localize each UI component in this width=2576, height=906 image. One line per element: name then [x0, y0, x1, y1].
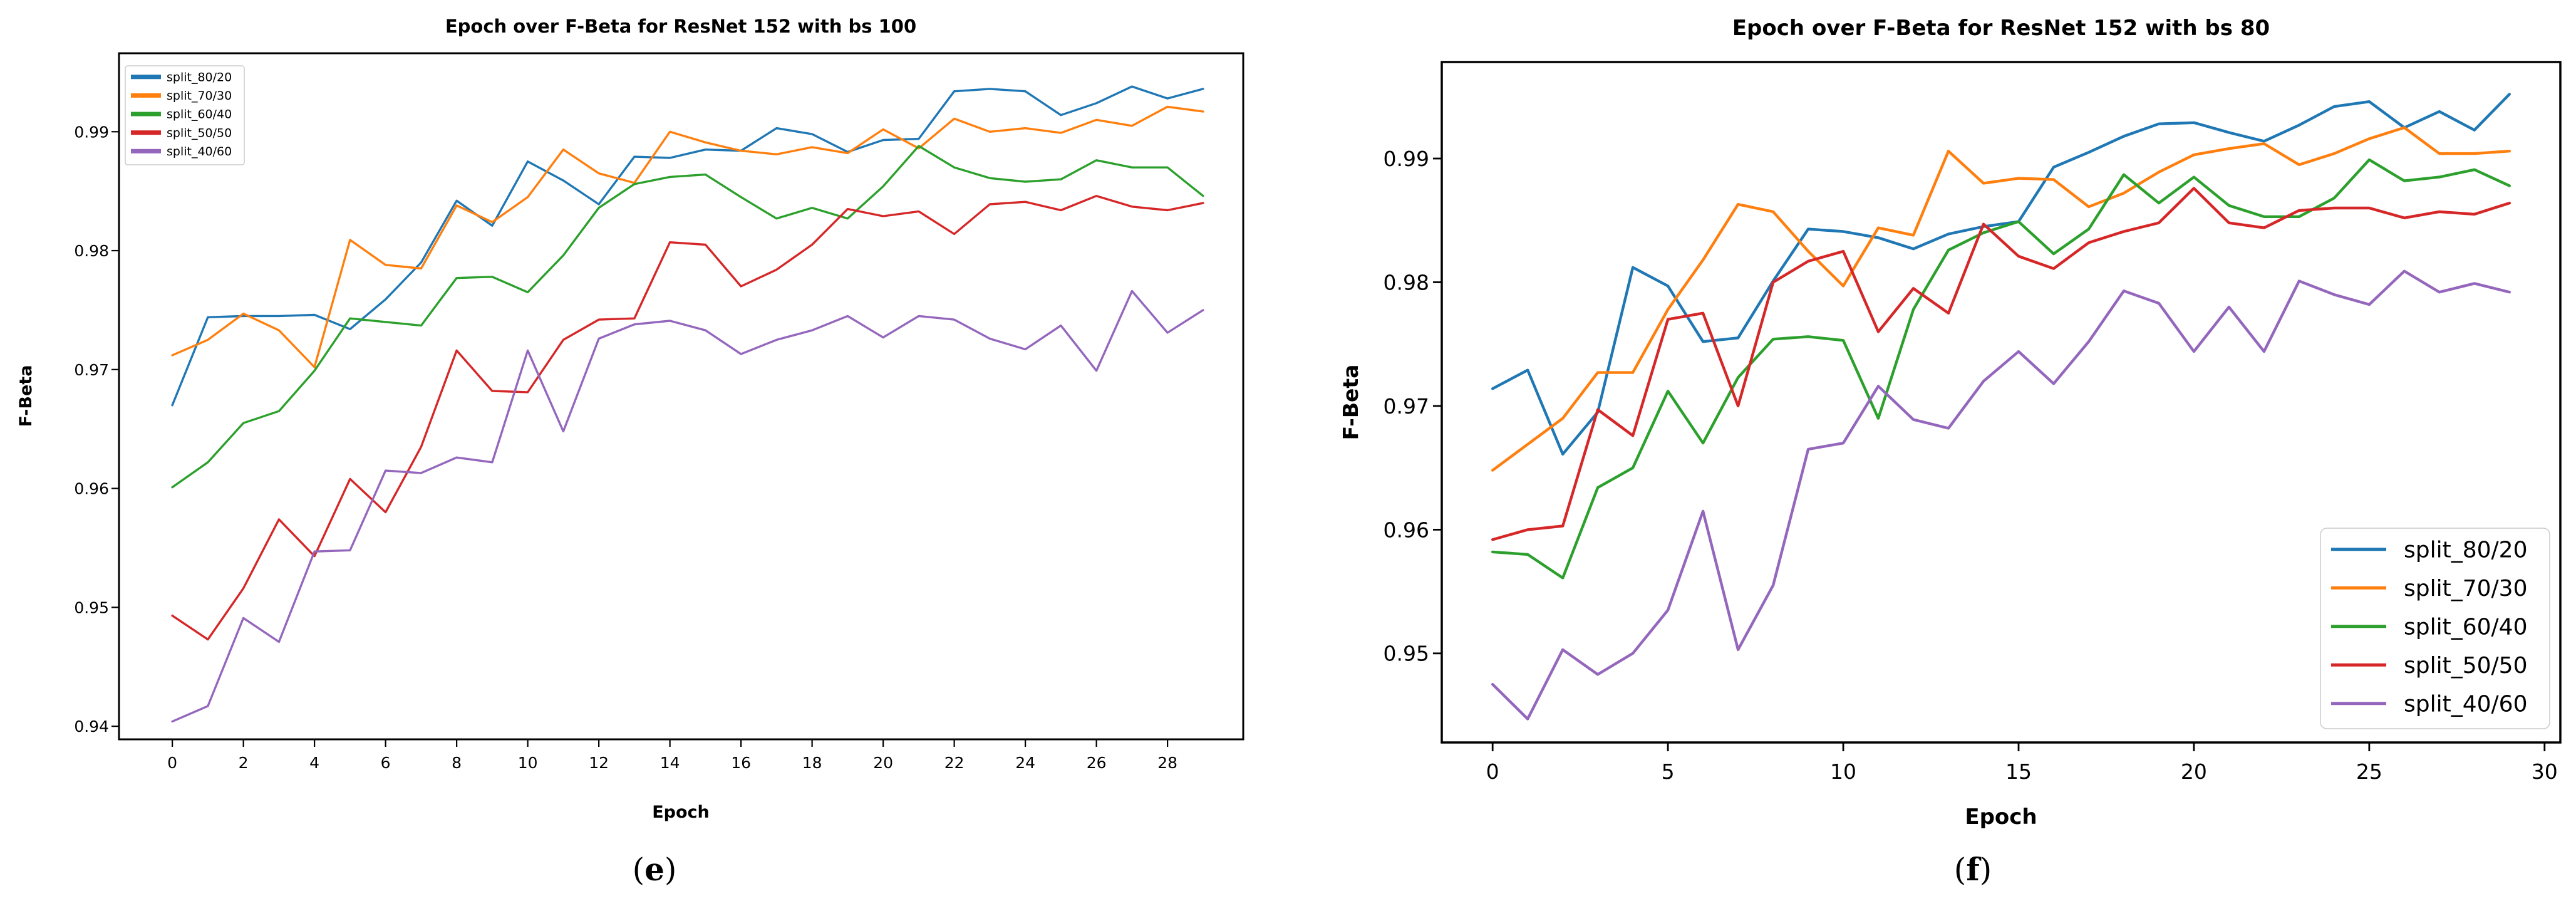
legend-label: split_40/60: [2404, 691, 2527, 717]
chart-f-xlabel: Epoch: [1965, 804, 2037, 830]
caption-f-paren-open: (: [1953, 851, 1967, 888]
y-tick-label: 0.99: [1384, 147, 1429, 171]
caption-e-paren-close: ): [664, 851, 677, 888]
x-tick-label: 20: [873, 754, 893, 772]
series-line-split-80-20: [1491, 93, 2511, 456]
caption-e-paren-open: (: [632, 851, 645, 888]
chart-f-ylabel: F-Beta: [1338, 365, 1363, 440]
legend-box: [125, 65, 245, 165]
axes-frame: [1441, 61, 2562, 744]
series-line-split-50-50: [171, 195, 1204, 641]
x-tick-label: 6: [381, 754, 391, 772]
x-tick-label: 12: [589, 754, 609, 772]
chart-e-title: Epoch over F-Beta for ResNet 152 with bs…: [445, 16, 916, 37]
x-tick-label: 0: [1486, 759, 1499, 784]
series-line-split-40-60: [171, 289, 1204, 723]
chart-e-ylabel: F-Beta: [16, 365, 36, 427]
legend-label: split_60/40: [167, 108, 232, 122]
x-tick-label: 14: [660, 754, 680, 772]
x-tick-label: 18: [802, 754, 822, 772]
legend-box: [2320, 528, 2550, 729]
caption-e-letter: e: [644, 851, 665, 888]
series-line-split-60-40: [171, 145, 1204, 489]
x-tick-label: 26: [1087, 754, 1107, 772]
legend-label: split_70/30: [2404, 576, 2527, 601]
x-tick-label: 2: [239, 754, 249, 772]
series-line-split-40-60: [1491, 269, 2511, 721]
y-tick-label: 0.95: [74, 598, 109, 617]
series-line-split-70-30: [171, 105, 1204, 368]
series-line-split-80-20: [171, 85, 1204, 407]
x-tick-label: 10: [1830, 759, 1856, 784]
y-tick-label: 0.99: [74, 123, 109, 141]
x-tick-label: 15: [2005, 759, 2032, 784]
x-tick-label: 8: [452, 754, 462, 772]
series-line-split-50-50: [1491, 187, 2511, 541]
legend-label: split_80/20: [167, 70, 232, 84]
y-tick-label: 0.95: [1384, 642, 1429, 666]
y-tick-label: 0.97: [74, 361, 109, 379]
legend-label: split_40/60: [167, 145, 232, 159]
y-tick-label: 0.96: [74, 480, 109, 498]
y-tick-label: 0.98: [74, 242, 109, 260]
chart-e-plot-area: 0.940.950.960.970.980.990 2 4 6 8 10 12 14 16 18 2…: [74, 52, 1244, 772]
x-tick-label: 24: [1015, 754, 1035, 772]
legend-label: split_70/30: [167, 89, 232, 103]
x-tick-label: 16: [731, 754, 751, 772]
chart-f-plot-area: 0.95 0.96 0.97 0.98 0.99 0 5 10 15 20 25 30 split_80…: [1384, 61, 2562, 784]
series-line-split-60-40: [1491, 158, 2511, 580]
x-tick-label: 0: [167, 754, 177, 772]
caption-f: (f): [1879, 851, 2067, 888]
x-tick-label: 4: [309, 754, 319, 772]
caption-f-paren-close: ): [1979, 851, 1992, 888]
x-tick-label: 10: [518, 754, 538, 772]
y-tick-label: 0.94: [74, 717, 109, 736]
legend-label: split_50/50: [167, 126, 232, 140]
x-tick-label: 20: [2181, 759, 2207, 784]
y-tick-label: 0.96: [1384, 518, 1429, 542]
x-tick-label: 25: [2356, 759, 2382, 784]
x-tick-label: 28: [1157, 754, 1177, 772]
series-line-split-70-30: [1491, 126, 2511, 472]
axes-frame: [118, 52, 1244, 741]
y-tick-label: 0.98: [1384, 270, 1429, 294]
legend-label: split_60/40: [2404, 614, 2527, 640]
x-tick-label: 5: [1662, 759, 1675, 784]
x-tick-label: 22: [944, 754, 965, 772]
chart-f-title: Epoch over F-Beta for ResNet 152 with bs…: [1732, 16, 2270, 41]
chart-e-xlabel: Epoch: [652, 803, 710, 822]
legend-label: split_80/20: [2404, 537, 2527, 563]
legend-label: split_50/50: [2404, 653, 2527, 679]
caption-e: (e): [561, 851, 748, 888]
y-tick-label: 0.97: [1384, 394, 1429, 419]
caption-f-letter: f: [1966, 851, 1980, 888]
x-tick-label: 30: [2532, 759, 2558, 784]
